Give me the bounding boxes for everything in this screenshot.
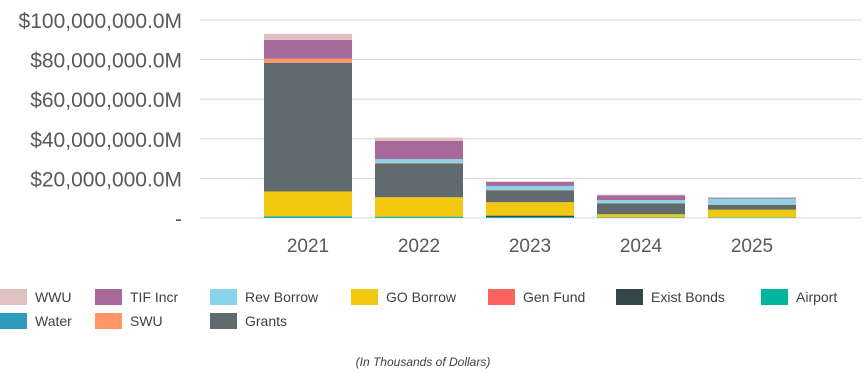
y-tick-label: $20,000,000.0M [30,168,182,191]
bar-segment-go-borrow-2023 [486,202,574,216]
x-tick-label: 2023 [509,236,551,257]
bar-segment-swu-2022 [375,162,463,164]
bar-segment-airport-2022 [375,216,463,218]
legend-label-swu: SWU [130,313,163,329]
bar-segment-grants-2023 [486,190,574,203]
bar-segment-tif-incr-2024 [597,195,685,200]
bar-segment-go-borrow-2021 [264,191,352,217]
legend-swatch-grants [210,313,237,329]
bar-segment-rev-borrow-2022 [375,158,463,163]
y-tick-label: - [175,208,182,231]
bar-segment-wwu-2023 [486,181,574,182]
x-axis-tick-labels: 2021 2022 2023 2024 2025 [287,236,773,257]
legend-swatch-wwu [0,289,27,305]
y-tick-label: $80,000,000.0M [30,50,182,73]
legend-swatch-airport [761,289,788,305]
bar-segment-grants-2022 [375,163,463,198]
bar-segment-airport-2023 [486,217,574,218]
x-tick-label: 2025 [731,236,773,257]
bar-segment-water-2021 [264,217,352,218]
legend-swatch-gen-fund [488,289,515,305]
legend-swatch-tif-incr [95,289,122,305]
legend-swatch-go-borrow [351,289,378,305]
legend-label-go-borrow: GO Borrow [386,289,457,305]
footnote: (In Thousands of Dollars) [356,355,491,369]
legend-label-exist-bonds: Exist Bonds [651,289,725,305]
legend-label-wwu: WWU [35,289,72,305]
legend-swatch-rev-borrow [210,289,237,305]
bar-segment-grants-2025 [708,204,796,210]
bar-segment-airport-2021 [264,216,352,218]
bar-segment-tif-incr-2022 [375,140,463,159]
y-tick-label: $100,000,000.0M [19,10,182,33]
legend-label-grants: Grants [245,313,287,329]
bar-segment-tif-incr-2021 [264,39,352,59]
bar-segment-water-2022 [375,217,463,218]
y-axis-tick-labels: - $20,000,000.0M $40,000,000.0M $60,000,000… [19,10,182,231]
bar-segment-tif-incr-2023 [486,181,574,186]
bar-segment-grants-2024 [597,203,685,215]
bar-segment-go-borrow-2024 [597,214,685,218]
bar-segment-rev-borrow-2025 [708,198,796,205]
bar-segment-rev-borrow-2024 [597,199,685,204]
bar-segment-go-borrow-2025 [708,209,796,218]
x-tick-label: 2024 [620,236,663,257]
bar-segment-wwu-2024 [597,194,685,196]
legend-swatch-water [0,313,27,329]
legend-label-airport: Airport [796,289,837,305]
bar-segment-tif-incr-2025 [708,198,796,199]
bar-segment-wwu-2021 [264,33,352,40]
legend-swatch-exist-bonds [616,289,643,305]
bar-segment-go-borrow-2022 [375,197,463,217]
bar-segment-airport-2024 [597,217,685,218]
bar-segment-wwu-2022 [375,137,463,141]
x-tick-label: 2022 [398,236,440,257]
bar-segment-grants-2021 [264,62,352,192]
y-tick-label: $60,000,000.0M [30,89,182,112]
bar-segment-wwu-2025 [708,197,796,199]
bar-segment-swu-2021 [264,58,352,63]
bars [264,33,796,218]
x-tick-label: 2021 [287,236,329,257]
bar-segment-exist-bonds-2023 [486,215,574,218]
legend-label-water: Water [35,313,72,329]
y-tick-label: $40,000,000.0M [30,129,182,152]
legend-label-tif-incr: TIF Incr [130,289,179,305]
bar-segment-rev-borrow-2023 [486,185,574,190]
legend-label-gen-fund: Gen Fund [523,289,585,305]
legend: WWU TIF Incr Rev Borrow GO Borrow Gen Fund Ex… [0,289,837,329]
legend-swatch-swu [95,313,122,329]
legend-label-rev-borrow: Rev Borrow [245,289,319,305]
